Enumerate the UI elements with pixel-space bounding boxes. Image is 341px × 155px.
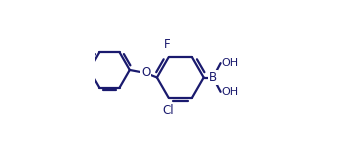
- Text: F: F: [164, 38, 170, 51]
- Text: Cl: Cl: [162, 104, 174, 117]
- Text: OH: OH: [221, 58, 238, 68]
- Text: OH: OH: [221, 87, 238, 97]
- Text: B: B: [209, 71, 217, 84]
- Text: O: O: [141, 66, 150, 80]
